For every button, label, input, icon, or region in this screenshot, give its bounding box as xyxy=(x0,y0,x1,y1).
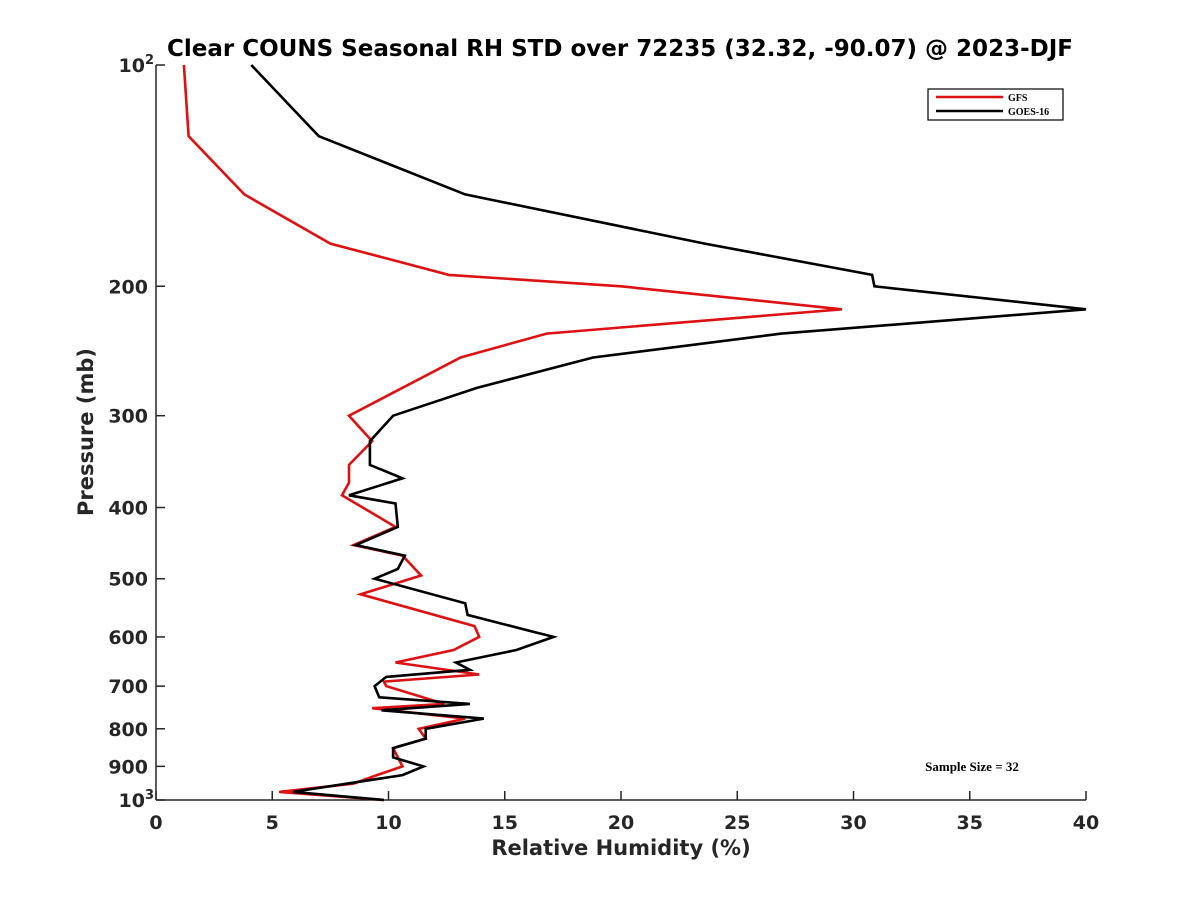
legend-label-goes16: GOES-16 xyxy=(1008,107,1049,118)
x-axis-ticks: 0 5 10 15 20 25 30 35 40 xyxy=(149,791,1099,834)
y-tick-label: 800 xyxy=(108,719,148,741)
legend-label-gfs: GFS xyxy=(1008,93,1028,104)
y-tick-label: 400 xyxy=(108,498,148,520)
y-tick-label: 300 xyxy=(108,406,148,428)
y-tick-label: 900 xyxy=(108,756,148,778)
x-tick-label: 25 xyxy=(724,812,750,834)
y-tick-label: 103 xyxy=(119,788,155,812)
x-tick-label: 15 xyxy=(492,812,518,834)
x-tick-label: 10 xyxy=(375,812,401,834)
y-axis-label: Pressure (mb) xyxy=(74,348,98,516)
legend-box xyxy=(927,88,1064,121)
series-layer xyxy=(182,64,1087,802)
y-axis-ticks: 102 200 300 400 500 600 700 800 900 103 xyxy=(108,53,165,812)
sample-size-annotation: Sample Size = 32 xyxy=(925,759,1019,774)
legend: GFS GOES-16 xyxy=(927,88,1064,121)
plot-area xyxy=(156,65,1086,800)
x-tick-label: 35 xyxy=(957,812,983,834)
x-tick-label: 30 xyxy=(840,812,866,834)
y-tick-label: 200 xyxy=(108,276,148,298)
series-line-goes16 xyxy=(250,64,1087,802)
y-tick-label: 102 xyxy=(119,53,155,77)
x-tick-label: 0 xyxy=(149,812,162,834)
x-tick-label: 40 xyxy=(1073,812,1099,834)
x-tick-label: 20 xyxy=(608,812,634,834)
x-axis-label: Relative Humidity (%) xyxy=(491,836,750,860)
y-tick-label: 700 xyxy=(108,676,148,698)
y-tick-label: 600 xyxy=(108,627,148,649)
chart-title: Clear COUNS Seasonal RH STD over 72235 (… xyxy=(167,36,1073,62)
y-tick-label: 500 xyxy=(108,569,148,591)
x-tick-label: 5 xyxy=(266,812,279,834)
